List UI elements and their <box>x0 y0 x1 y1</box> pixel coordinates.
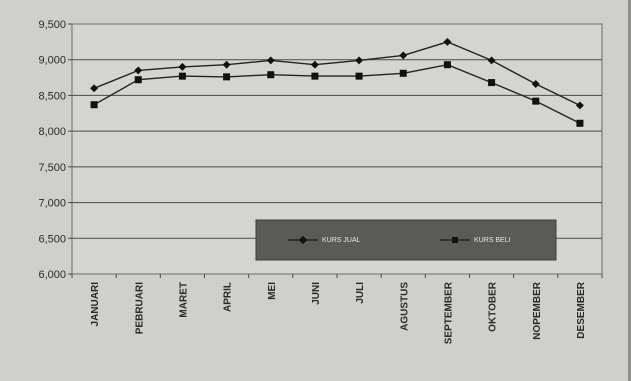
y-tick-label: 6,500 <box>38 233 66 245</box>
x-axis-ticks: JANUARI PEBRUARI MARET APRIL MEI JUNI JULI AGUS… <box>71 274 603 344</box>
data-point <box>90 84 99 93</box>
data-point <box>532 97 540 105</box>
x-category-label: APRIL <box>223 282 234 312</box>
legend-kurs-jual-marker <box>298 235 308 245</box>
data-point <box>311 72 319 80</box>
data-point <box>223 73 231 81</box>
x-category-label: JULI <box>355 282 366 304</box>
series-line-kurs-beli <box>93 63 581 124</box>
y-axis-ticks: 9,500 9,000 8,500 8,000 7,500 7,000 6,500 6,000 <box>38 19 72 281</box>
x-category-label: DESEMBER <box>576 281 587 338</box>
data-point <box>443 61 451 69</box>
data-point <box>355 72 363 80</box>
data-point <box>575 101 584 110</box>
x-category-label: PEBRUARI <box>134 282 145 334</box>
x-category-label: JUNI <box>311 282 322 305</box>
y-tick-label: 6,000 <box>38 269 66 281</box>
data-point <box>267 71 275 79</box>
data-point <box>222 60 231 69</box>
x-category-label: AGUSTUS <box>399 282 410 331</box>
y-tick-label: 9,500 <box>38 19 66 31</box>
y-tick-label: 8,000 <box>38 126 66 138</box>
y-tick-label: 7,000 <box>38 198 66 210</box>
y-tick-label: 8,500 <box>38 90 66 102</box>
data-point <box>488 79 496 87</box>
data-point <box>178 62 187 71</box>
x-category-label: SEPTEMBER <box>443 281 454 344</box>
legend: KURS JUAL KURS BELI <box>255 219 557 261</box>
x-category-label: MEI <box>267 282 278 300</box>
legend-kurs-jual-label: KURS JUAL <box>322 237 361 244</box>
data-point <box>90 101 98 109</box>
data-point <box>178 72 186 80</box>
x-category-label: JANUARI <box>90 282 101 327</box>
legend-kurs-beli-marker <box>452 237 458 243</box>
x-category-label: MARET <box>178 282 189 318</box>
y-tick-label: 7,500 <box>38 162 66 174</box>
y-tick-label: 9,000 <box>38 55 66 67</box>
series-line-kurs-jual <box>93 41 581 107</box>
legend-kurs-beli-label: KURS BELI <box>474 237 511 244</box>
data-point <box>576 119 584 127</box>
x-category-label: NOPEMBER <box>532 281 543 340</box>
data-point <box>399 69 407 77</box>
data-point <box>134 76 142 84</box>
x-category-label: OKTOBER <box>488 281 499 332</box>
